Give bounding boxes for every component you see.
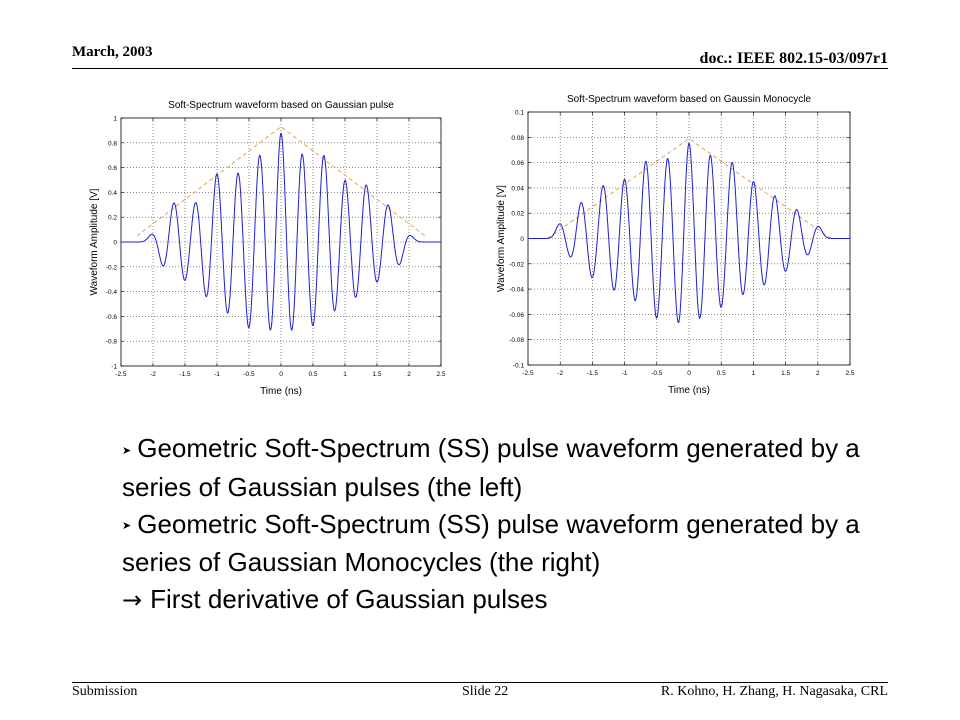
chart1-ytick-label: -0.04 (509, 287, 524, 294)
chart1-ylabel: Waveform Amplitude [V] (496, 185, 507, 292)
chart0-title: Soft-Spectrum waveform based on Gaussian… (168, 100, 394, 111)
chart1-ytick-label: 0.08 (511, 135, 524, 142)
chart0-ytick-label: 0.2 (108, 215, 117, 222)
chart0-ytick-label: 0.8 (108, 140, 117, 147)
chart0-ytick-label: -0.8 (106, 339, 118, 346)
chart0-xtick-label: -0.5 (243, 371, 255, 378)
chart0-envelope-line (136, 126, 426, 237)
conclusion-text: First derivative of Gaussian pulses (150, 584, 548, 615)
chart0-ytick-label: 0 (113, 240, 117, 247)
chart1-ytick-label: -0.1 (513, 363, 525, 370)
chart1-ytick-label: 0.06 (511, 160, 524, 167)
chart0-ytick-label: -0.2 (106, 264, 118, 271)
gaussian-monocycle-chart: Soft-Spectrum waveform based on Gaussin … (496, 94, 855, 396)
chart0-ytick-label: -1 (111, 364, 117, 371)
footer-slide-number: Slide 22 (462, 684, 509, 699)
chart0-xtick-label: 2.5 (436, 371, 445, 378)
chart0-xtick-label: -2.5 (115, 371, 127, 378)
bullet-triangle-icon: ➤ (122, 519, 132, 533)
chart1-xtick-label: 1 (752, 370, 756, 377)
chart1-xlabel: Time (ns) (668, 385, 710, 396)
chart0-xtick-label: 1 (343, 371, 347, 378)
bullet-text-1: Geometric Soft-Spectrum (SS) pulse wavef… (122, 433, 860, 502)
chart1-xtick-label: -1.5 (587, 370, 599, 377)
bullet-triangle-icon: ➤ (122, 443, 132, 457)
chart0-xtick-label: -1 (214, 371, 220, 378)
bullet-item-1: ➤ Geometric Soft-Spectrum (SS) pulse wave… (122, 430, 882, 506)
chart1-envelope-line (547, 137, 831, 239)
chart0-ytick-label: -0.6 (106, 314, 118, 321)
footer-authors: R. Kohno, H. Zhang, H. Nagasaka, CRL (660, 684, 888, 699)
chart0-xtick-label: -2 (150, 371, 156, 378)
chart0-waveform-line (121, 132, 441, 331)
chart0-ytick-label: -0.4 (106, 289, 118, 296)
chart1-xtick-label: -1 (622, 370, 628, 377)
chart1-xtick-label: 2.5 (845, 370, 854, 377)
chart0-ytick-label: 0.4 (108, 190, 117, 197)
chart1-ytick-label: 0.02 (511, 211, 524, 218)
chart1-xtick-label: -0.5 (651, 370, 663, 377)
chart0-xtick-label: 1.5 (372, 371, 381, 378)
chart0-ylabel: Waveform Amplitude [V] (89, 188, 100, 295)
chart0-ytick-label: 0.6 (108, 165, 117, 172)
footer-rule (72, 682, 888, 683)
chart0-xlabel: Time (ns) (260, 386, 302, 397)
header-rule (72, 68, 888, 69)
chart1-xtick-label: -2.5 (522, 370, 534, 377)
chart1-xtick-label: 0.5 (717, 370, 726, 377)
chart1-ytick-label: 0.04 (511, 185, 524, 192)
bullet-list: ➤ Geometric Soft-Spectrum (SS) pulse wave… (122, 430, 882, 619)
chart1-xtick-label: -2 (557, 370, 563, 377)
chart0-xtick-label: 0.5 (308, 371, 317, 378)
header-doc-id: doc.: IEEE 802.15-03/097r1 (699, 50, 888, 67)
chart1-ytick-label: -0.06 (509, 312, 524, 319)
chart1-xtick-label: 1.5 (781, 370, 790, 377)
chart1-ytick-label: -0.02 (509, 261, 524, 268)
chart0-xtick-label: 2 (407, 371, 411, 378)
chart1-ytick-label: -0.08 (509, 337, 524, 344)
header-date: March, 2003 (72, 44, 153, 60)
chart0-xtick-label: 0 (279, 371, 283, 378)
bullet-text-2: Geometric Soft-Spectrum (SS) pulse wavef… (122, 508, 860, 578)
right-arrow-icon: → (122, 586, 143, 615)
chart0-ytick-label: 1 (113, 116, 117, 123)
chart0-xtick-label: -1.5 (179, 371, 191, 378)
chart1-xtick-label: 0 (687, 370, 691, 377)
chart1-xtick-label: 2 (816, 370, 820, 377)
chart1-title: Soft-Spectrum waveform based on Gaussin … (567, 94, 811, 105)
bullet-item-2: ➤ Geometric Soft-Spectrum (SS) pulse wave… (122, 506, 882, 582)
gaussian-pulse-chart: Soft-Spectrum waveform based on Gaussian… (89, 100, 446, 397)
chart1-waveform-line (528, 142, 850, 324)
conclusion-line: → First derivative of Gaussian pulses (122, 581, 882, 619)
footer-submission: Submission (72, 684, 138, 699)
chart1-ytick-label: 0.1 (515, 110, 524, 117)
chart1-ytick-label: 0 (520, 236, 524, 243)
